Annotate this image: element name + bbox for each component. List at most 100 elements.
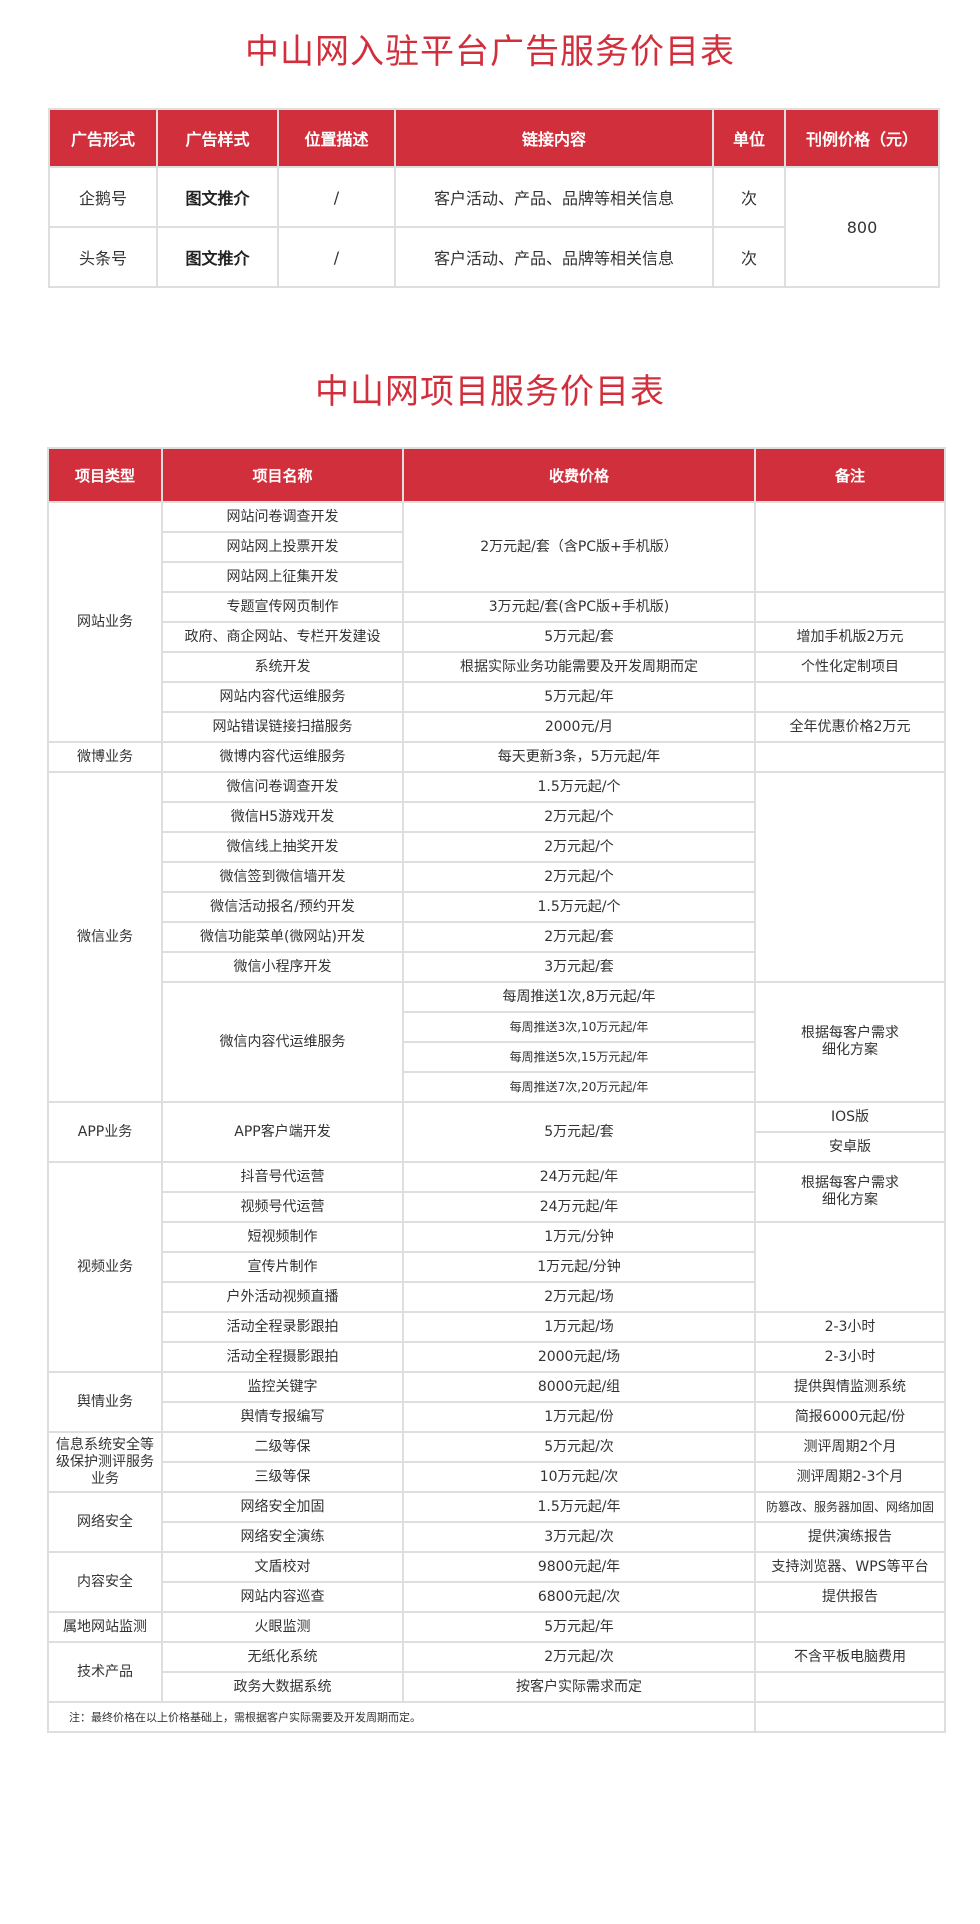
table-cell: 测评周期2-3个月 [754,1461,946,1493]
ad-price-table-title: 中山网入驻平台广告服务价目表 [245,32,735,72]
table-cell: 2万元起/场 [402,1281,756,1313]
table-cell: 增加手机版2万元 [754,621,946,653]
table-cell: 5万元起/套 [402,621,756,653]
table-cell: 2万元起/个 [402,861,756,893]
note-row: 注：最终价格在以上价格基础上，需根据客户实际需要及开发周期而定。 [47,1701,946,1733]
table-row: 网站错误链接扫描服务 2000元/月 全年优惠价格2万元 [48,711,946,743]
table-cell: 微信线上抽奖开发 [161,831,404,863]
table-cell: 10万元起/次 [402,1461,756,1493]
table-row: 微信H5游戏开发 2万元起/个 [48,801,945,833]
table-cell: 每周推送5次,15万元起/年 [402,1041,756,1073]
table-row: 每周推送7次,20万元起/年 [48,1071,945,1103]
table-cell: 舆情专报编写 [161,1401,404,1433]
table-row: 网站业务 网站问卷调查开发 2万元起/套（含PC版+手机版） [47,501,946,743]
table-cell: 根据实际业务功能需要及开发周期而定 [402,651,756,683]
table-cell: 个性化定制项目 [754,651,946,683]
table-cell: 系统开发 [161,651,404,683]
table-cell: 宣传片制作 [161,1251,404,1283]
table-cell: 5万元起/年 [402,681,756,713]
table-cell: 网站业务 [47,501,163,743]
table-cell [754,501,946,593]
table-cell: 1万元/分钟 [402,1221,756,1253]
table-cell: 2万元起/套（含PC版+手机版） [402,501,756,593]
table-cell: 舆情业务 [47,1371,163,1433]
table-cell: 每周推送7次,20万元起/年 [402,1071,756,1103]
table-cell: 2000元起/场 [402,1341,756,1373]
table-cell: 防篡改、服务器加固、网络加固 [754,1491,946,1523]
table-cell: 2万元起/个 [402,801,756,833]
table-cell: 5万元起/套 [402,1101,756,1163]
table-cell: 8000元起/组 [402,1371,756,1403]
table-row: 微信线上抽奖开发 2万元起/个 [48,831,945,863]
table-row: 活动全程录影跟拍 1万元起/场 2-3小时 [48,1311,946,1343]
header-unit: 单位 [712,108,786,168]
table-cell: 全年优惠价格2万元 [754,711,946,743]
table-cell: 24万元起/年 [402,1191,756,1223]
unit-cell: 次 [712,166,786,228]
table-header-row: 广告形式 广告样式 位置描述 链接内容 单位 刊例价格（元） [48,108,940,168]
table-cell: 文盾校对 [161,1551,404,1583]
table-cell: 网络安全演练 [161,1521,404,1553]
table-cell: 2万元起/个 [402,831,756,863]
table-row: 头条号 图文推介 / 客户活动、产品、品牌等相关信息 次 [48,226,939,288]
table-cell: 微信内容代运维服务 [161,981,404,1103]
table-row: 网站网上征集开发 [48,561,945,593]
table-row: 信息系统安全等级保护测评服务业务 二级等保 5万元起/次 测评周期2个月 [47,1431,946,1493]
table-row: 安卓版 [48,1131,946,1163]
table-row: 舆情业务 监控关键字 8000元起/组 提供舆情监测系统 [47,1371,946,1433]
table-cell: APP客户端开发 [161,1101,404,1163]
table-row: 微博业务 微博内容代运维服务 每天更新3条，5万元起/年 [47,741,946,773]
table-cell: 网络安全加固 [161,1491,404,1523]
table-cell: 微信签到微信墙开发 [161,861,404,893]
table-cell: 信息系统安全等级保护测评服务业务 [47,1431,163,1493]
link-content-cell: 客户活动、产品、品牌等相关信息 [394,166,714,228]
table-row: 视频号代运营 24万元起/年 [48,1191,945,1223]
table-row: 短视频制作 1万元/分钟 [48,1221,946,1313]
service-price-table: 项目类型 项目名称 收费价格 备注 网站业务 网站问卷调查开发 2万元起/套（含PC… [47,447,946,1733]
table-cell: 无纸化系统 [161,1641,404,1673]
price-note: 注：最终价格在以上价格基础上，需根据客户实际需要及开发周期而定。 [47,1701,756,1733]
header-remarks: 备注 [754,447,946,503]
table-cell: 活动全程摄影跟拍 [161,1341,404,1373]
table-cell: 二级等保 [161,1431,404,1463]
table-cell: 每天更新3条，5万元起/年 [402,741,756,773]
table-cell: 视频号代运营 [161,1191,404,1223]
table-cell: 微信小程序开发 [161,951,404,983]
table-row: 属地网站监测 火眼监测 5万元起/年 [47,1611,946,1643]
table-cell [754,591,946,623]
table-cell: 监控关键字 [161,1371,404,1403]
table-cell: 网站网上投票开发 [161,531,404,563]
table-cell: 网络安全 [47,1491,163,1553]
table-row: 视频业务 抖音号代运营 24万元起/年 根据每客户需求细化方案 [47,1161,946,1373]
table-cell: 抖音号代运营 [161,1161,404,1193]
table-row: 网络安全 网络安全加固 1.5万元起/年 防篡改、服务器加固、网络加固 [47,1491,946,1553]
table-row: 专题宣传网页制作 3万元起/套(含PC版+手机版) [48,591,946,623]
position-cell: / [277,166,396,228]
header-link-content: 链接内容 [394,108,714,168]
header-ad-form: 广告形式 [48,108,158,168]
table-cell: 户外活动视频直播 [161,1281,404,1313]
table-cell: 1万元起/场 [402,1311,756,1343]
table-cell: 1万元起/份 [402,1401,756,1433]
table-row: 微信功能菜单(微网站)开发 2万元起/套 [48,921,945,953]
table-cell: 政府、商企网站、专栏开发建设 [161,621,404,653]
table-cell: IOS版 [754,1101,946,1133]
table-cell: 微博内容代运维服务 [161,741,404,773]
table-row: 微信业务 微信问卷调查开发 1.5万元起/个 [47,771,946,1103]
table-cell: 提供报告 [754,1581,946,1613]
header-project-name: 项目名称 [161,447,404,503]
table-row: 微信活动报名/预约开发 1.5万元起/个 [48,891,945,923]
table-cell: 24万元起/年 [402,1161,756,1193]
table-cell: 按客户实际需求而定 [402,1671,756,1703]
table-cell: 微博业务 [47,741,163,773]
table-row: 内容安全 文盾校对 9800元起/年 支持浏览器、WPS等平台 [47,1551,946,1613]
table-cell [754,1671,946,1703]
table-row: 网站内容巡查 6800元起/次 提供报告 [48,1581,946,1613]
table-row: 三级等保 10万元起/次 测评周期2-3个月 [48,1461,946,1493]
table-cell: 微信H5游戏开发 [161,801,404,833]
table-cell: 1.5万元起/年 [402,1491,756,1523]
table-cell: 每周推送1次,8万元起/年 [402,981,756,1013]
table-cell [754,681,946,713]
table-cell: 微信业务 [47,771,163,1103]
table-cell: APP业务 [47,1101,163,1163]
